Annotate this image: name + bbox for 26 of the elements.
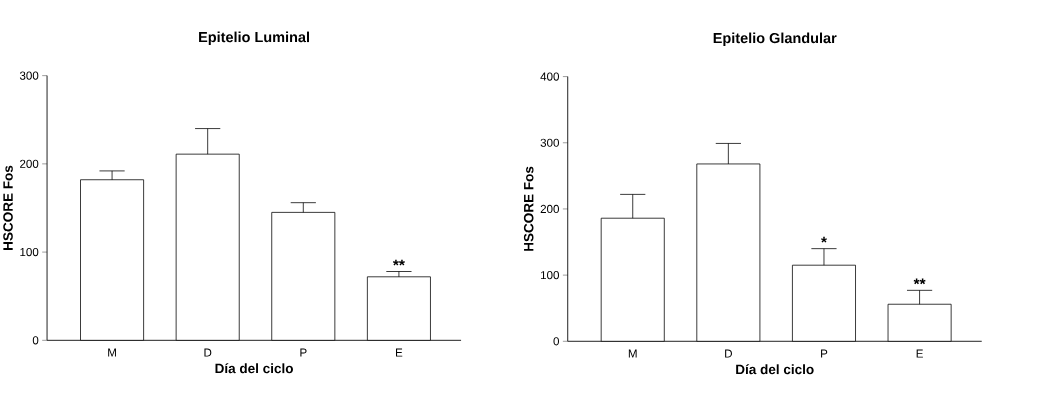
y-tick-label: 100 <box>20 248 39 257</box>
chart-title: Epitelio Glandular <box>713 32 837 47</box>
annotation: * <box>821 237 827 243</box>
y-tick-label: 200 <box>20 160 39 169</box>
x-tick-label: E <box>916 349 923 358</box>
x-tick-label: D <box>725 349 732 358</box>
y-tick-label: 100 <box>541 271 560 280</box>
annotation: ** <box>392 259 405 266</box>
x-axis-title: Día del ciclo <box>215 363 293 374</box>
y-axis-title: HSCORE Fos <box>523 166 534 252</box>
x-tick-label: P <box>300 348 307 357</box>
y-axis-title: HSCORE Fos <box>3 165 13 251</box>
x-tick-label: M <box>108 348 116 357</box>
y-tick-label: 0 <box>32 336 39 345</box>
chart-title: Epitelio Luminal <box>199 31 309 46</box>
y-tick-label: 200 <box>540 205 560 214</box>
x-tick-label: D <box>204 348 212 357</box>
x-tick-label: E <box>396 348 403 357</box>
annotation: ** <box>913 278 926 285</box>
y-tick-label: 400 <box>540 72 560 81</box>
x-tick-label: P <box>821 349 828 358</box>
y-tick-label: 300 <box>19 71 39 80</box>
x-tick-label: M <box>628 349 637 358</box>
x-axis-title: Día del ciclo <box>736 364 814 375</box>
y-tick-label: 300 <box>540 138 560 148</box>
y-tick-label: 0 <box>553 337 560 346</box>
